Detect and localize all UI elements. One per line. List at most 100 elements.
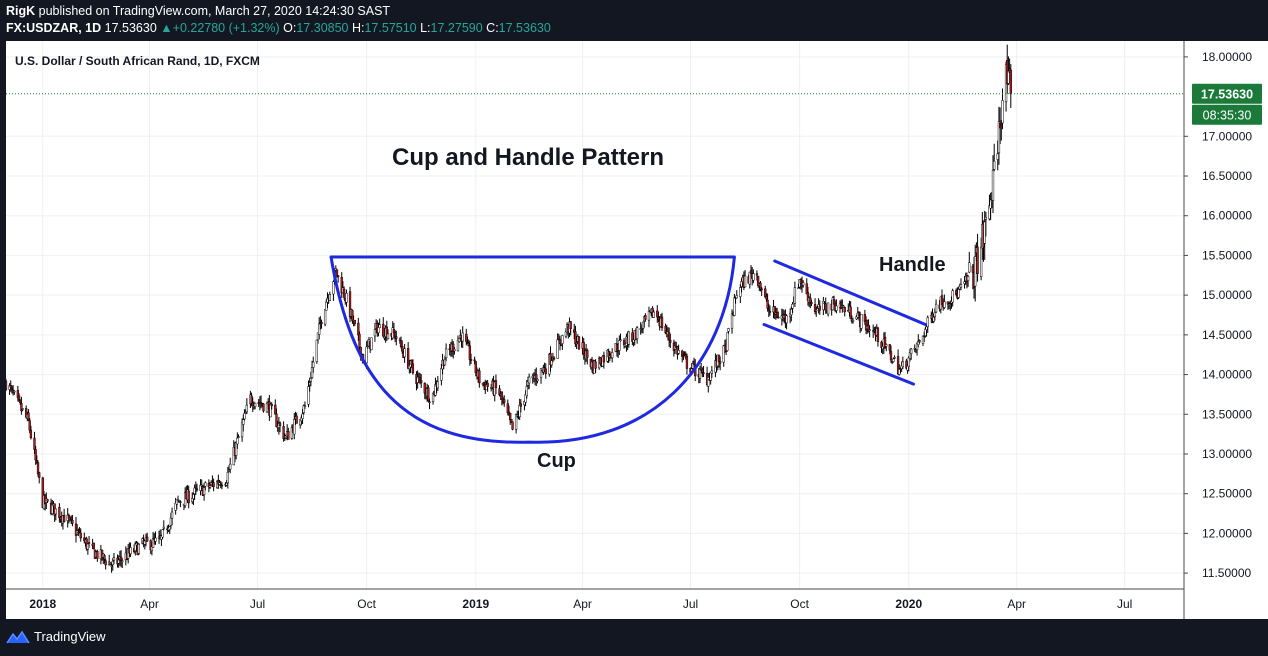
- candle-body: [556, 339, 559, 359]
- candle-body: [62, 514, 66, 523]
- candle-body: [395, 336, 398, 339]
- price-tick-label: 13.00000: [1202, 447, 1252, 461]
- candle-body: [843, 307, 846, 313]
- candle-body: [876, 327, 880, 342]
- candle-body: [766, 299, 769, 309]
- candle-body: [727, 328, 730, 332]
- candle-body: [77, 531, 80, 534]
- candle-body: [726, 332, 729, 351]
- candle-body: [818, 305, 821, 311]
- candle-body: [275, 413, 278, 427]
- candle-body: [383, 336, 386, 339]
- candle-body: [883, 336, 887, 349]
- candle-body: [984, 217, 988, 220]
- time-tick-label: Jul: [683, 597, 698, 611]
- candle-body: [974, 256, 977, 287]
- price-chart[interactable]: 11.50000 12.00000 12.50000 13.00000 13.50000…: [4, 41, 1268, 619]
- chart-area[interactable]: 11.50000 12.00000 12.50000 13.00000 13.50000…: [4, 41, 1268, 619]
- candle-body: [301, 413, 304, 419]
- price-tick-label: 13.50000: [1202, 407, 1252, 421]
- candle-body: [79, 532, 82, 539]
- candle-body: [582, 341, 585, 355]
- candle-body: [918, 339, 921, 343]
- candle-body: [509, 413, 512, 421]
- candle-body: [192, 494, 195, 500]
- candle-body: [810, 301, 813, 304]
- candle-body: [518, 405, 521, 418]
- price-tick-label: 12.50000: [1202, 487, 1252, 501]
- candle-body: [991, 170, 995, 201]
- candle-body: [161, 529, 164, 538]
- candle-body: [9, 385, 12, 388]
- candle-body: [262, 403, 265, 412]
- cup-arc[interactable]: [329, 256, 736, 444]
- author-name[interactable]: RigK: [6, 4, 36, 18]
- candle-body: [170, 511, 174, 519]
- time-tick-label: 2018: [29, 597, 56, 611]
- last-price-tag: [1192, 83, 1262, 104]
- candle-body: [577, 336, 581, 350]
- candle-body: [420, 380, 423, 384]
- candle-body: [378, 324, 381, 329]
- price-tick-label: 11.50000: [1202, 566, 1251, 580]
- tradingview-logo-icon[interactable]: [6, 629, 30, 645]
- candle-body: [308, 382, 311, 386]
- candle-body: [934, 303, 938, 313]
- candle-body: [418, 377, 422, 380]
- candle-body: [1001, 100, 1004, 124]
- candle-body: [456, 339, 460, 352]
- price-tick-label: 16.50000: [1202, 169, 1252, 183]
- candle-body: [51, 504, 54, 514]
- candle-body: [1000, 124, 1003, 127]
- price-scale[interactable]: 11.50000 12.00000 12.50000 13.00000 13.50000…: [1184, 50, 1252, 580]
- candle-body: [535, 374, 538, 381]
- cup-label: Cup: [537, 450, 576, 472]
- candle-body: [503, 399, 506, 403]
- candle-body: [575, 342, 578, 344]
- candle-body: [195, 488, 199, 491]
- handle-lower-line[interactable]: [762, 323, 916, 386]
- candle-body: [824, 303, 827, 311]
- time-tick-label: Jul: [250, 597, 265, 611]
- candle-body: [793, 287, 797, 304]
- candle-body: [957, 289, 960, 298]
- candle-body: [822, 301, 825, 310]
- candle-body: [826, 302, 830, 315]
- time-scale[interactable]: 2018 Apr Jul Oct 2019 Apr Jul Oct 2020 Apr Jul: [29, 597, 1132, 611]
- candle-body: [835, 305, 838, 311]
- candle-body: [162, 526, 165, 529]
- candle-body: [594, 361, 597, 369]
- candle-body: [765, 295, 768, 300]
- candle-body: [667, 332, 671, 341]
- candle-body: [332, 281, 335, 295]
- candle-body: [790, 308, 793, 316]
- candle-body: [611, 352, 614, 359]
- candle-body: [660, 316, 664, 329]
- candle-body: [893, 357, 896, 359]
- candle-body: [35, 460, 38, 463]
- candle-body: [569, 321, 572, 330]
- time-tick-label: Oct: [790, 597, 809, 611]
- candle-body: [13, 390, 16, 393]
- candle-body: [979, 246, 983, 278]
- candle-body: [325, 301, 328, 311]
- candle-body: [519, 403, 523, 407]
- candle-body: [34, 449, 37, 461]
- candle-body: [146, 536, 149, 542]
- handle-upper-line[interactable]: [773, 259, 927, 327]
- candle-body: [785, 315, 788, 324]
- candle-body: [295, 415, 298, 424]
- symbol-label[interactable]: FX:USDZAR, 1D: [6, 21, 102, 35]
- candle-body: [717, 354, 721, 362]
- candle-body: [202, 487, 206, 495]
- tradingview-brand[interactable]: TradingView: [34, 629, 106, 644]
- candle-body: [204, 482, 207, 487]
- candle-body: [656, 310, 659, 318]
- candle-body: [444, 348, 448, 359]
- candle-body: [282, 426, 285, 439]
- candle-body: [110, 565, 113, 567]
- candle-body: [739, 287, 742, 297]
- pattern-drawings[interactable]: [329, 255, 927, 444]
- candle-body: [20, 403, 23, 411]
- candle-body: [274, 404, 277, 415]
